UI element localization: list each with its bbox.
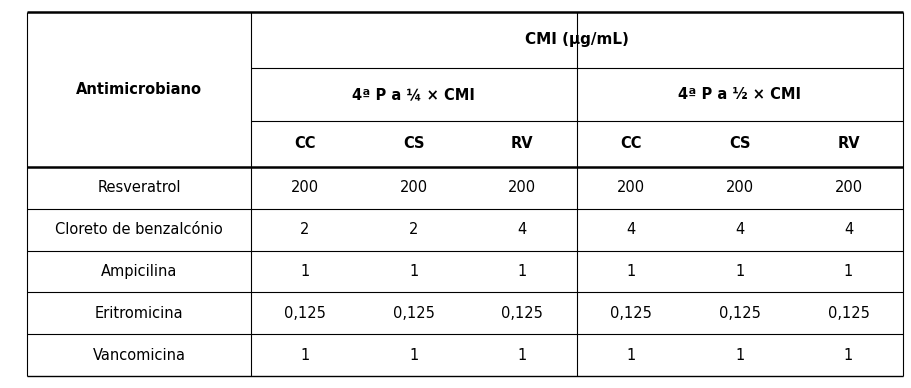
Text: 1: 1	[843, 264, 852, 279]
Text: 4ª P a ¼ × CMI: 4ª P a ¼ × CMI	[352, 87, 475, 102]
Text: CS: CS	[728, 136, 750, 151]
Text: Antimicrobiano: Antimicrobiano	[76, 81, 201, 97]
Text: CC: CC	[294, 136, 315, 151]
Text: 1: 1	[843, 348, 852, 363]
Text: RV: RV	[836, 136, 859, 151]
Text: Eritromicina: Eritromicina	[95, 306, 183, 321]
Text: 1: 1	[734, 348, 743, 363]
Text: 4: 4	[843, 222, 852, 237]
Text: 0,125: 0,125	[283, 306, 325, 321]
Text: 200: 200	[725, 180, 753, 195]
Text: 4: 4	[626, 222, 635, 237]
Text: Resveratrol: Resveratrol	[97, 180, 180, 195]
Text: 2: 2	[408, 222, 418, 237]
Text: Ampicilina: Ampicilina	[101, 264, 177, 279]
Text: Vancomicina: Vancomicina	[92, 348, 185, 363]
Text: 200: 200	[399, 180, 427, 195]
Text: 1: 1	[517, 348, 527, 363]
Text: 1: 1	[300, 264, 309, 279]
Text: CMI (µg/mL): CMI (µg/mL)	[524, 33, 628, 47]
Text: 1: 1	[409, 348, 418, 363]
Text: 2: 2	[300, 222, 310, 237]
Text: 0,125: 0,125	[393, 306, 435, 321]
Text: 200: 200	[291, 180, 319, 195]
Text: 0,125: 0,125	[718, 306, 760, 321]
Text: 1: 1	[626, 348, 635, 363]
Text: CS: CS	[403, 136, 424, 151]
Text: 0,125: 0,125	[826, 306, 868, 321]
Text: 1: 1	[517, 264, 527, 279]
Text: 1: 1	[626, 264, 635, 279]
Text: 4ª P a ½ × CMI: 4ª P a ½ × CMI	[678, 87, 801, 102]
Text: 4: 4	[517, 222, 527, 237]
Text: 200: 200	[507, 180, 536, 195]
Text: 0,125: 0,125	[609, 306, 651, 321]
Text: 1: 1	[734, 264, 743, 279]
Text: 200: 200	[834, 180, 862, 195]
Text: 1: 1	[300, 348, 309, 363]
Text: 4: 4	[734, 222, 743, 237]
Text: 0,125: 0,125	[501, 306, 543, 321]
Text: 200: 200	[617, 180, 644, 195]
Text: RV: RV	[510, 136, 533, 151]
Text: Cloreto de benzalcónio: Cloreto de benzalcónio	[55, 222, 222, 237]
Text: 1: 1	[409, 264, 418, 279]
Text: CC: CC	[619, 136, 641, 151]
